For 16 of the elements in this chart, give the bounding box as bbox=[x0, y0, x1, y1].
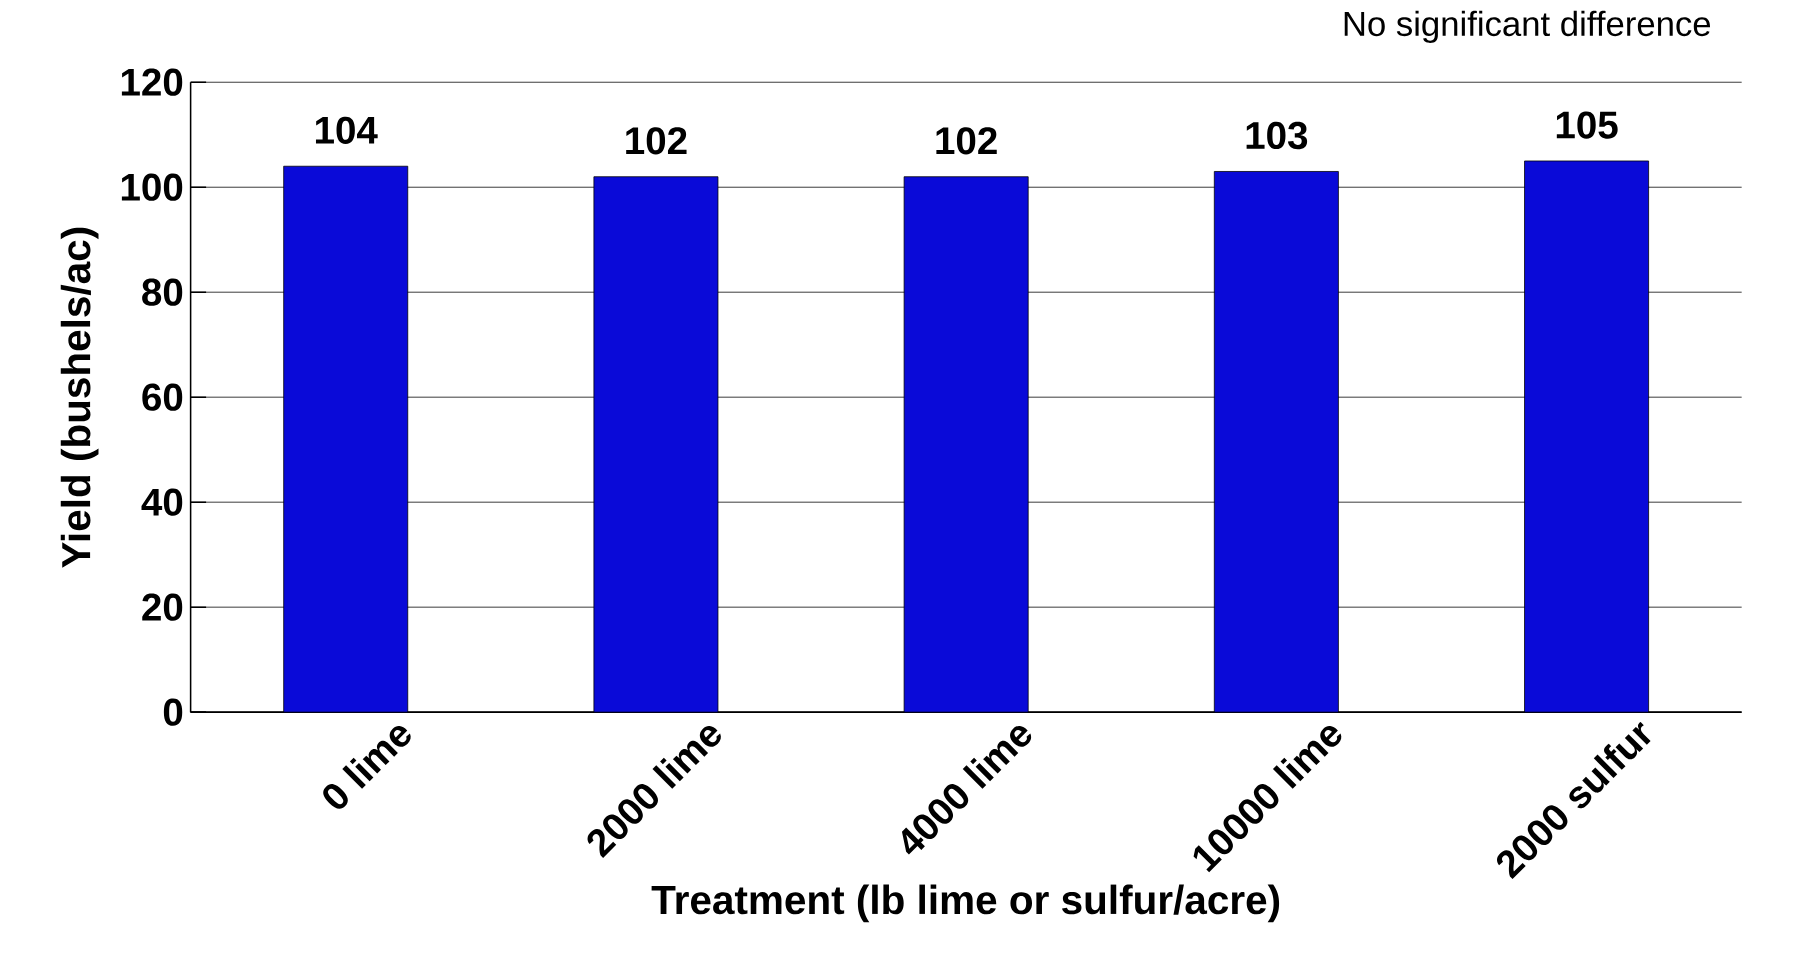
y-axis-title: Yield (bushels/ac) bbox=[60, 227, 99, 568]
y-tick-label: 120 bbox=[121, 68, 183, 96]
text: No significant difference bbox=[1344, 10, 1711, 43]
y-tick-label: 100 bbox=[121, 173, 183, 201]
y-tick-label: 60 bbox=[142, 383, 183, 411]
x-axis-title: Treatment (lb lime or sulfur/acre) bbox=[651, 884, 1280, 923]
y-tick-label: 0 bbox=[163, 698, 183, 726]
y-tick-label: 20 bbox=[142, 593, 183, 621]
data-label: 102 bbox=[626, 126, 687, 155]
data-label: 104 bbox=[315, 116, 378, 144]
data-label: 102 bbox=[936, 126, 997, 155]
y-tick-label: 40 bbox=[141, 488, 183, 516]
data-label: 105 bbox=[1556, 111, 1618, 139]
y-tick-label: 80 bbox=[142, 278, 183, 306]
data-label: 103 bbox=[1246, 121, 1308, 149]
x-tick-label: 0 lime bbox=[323, 725, 411, 809]
